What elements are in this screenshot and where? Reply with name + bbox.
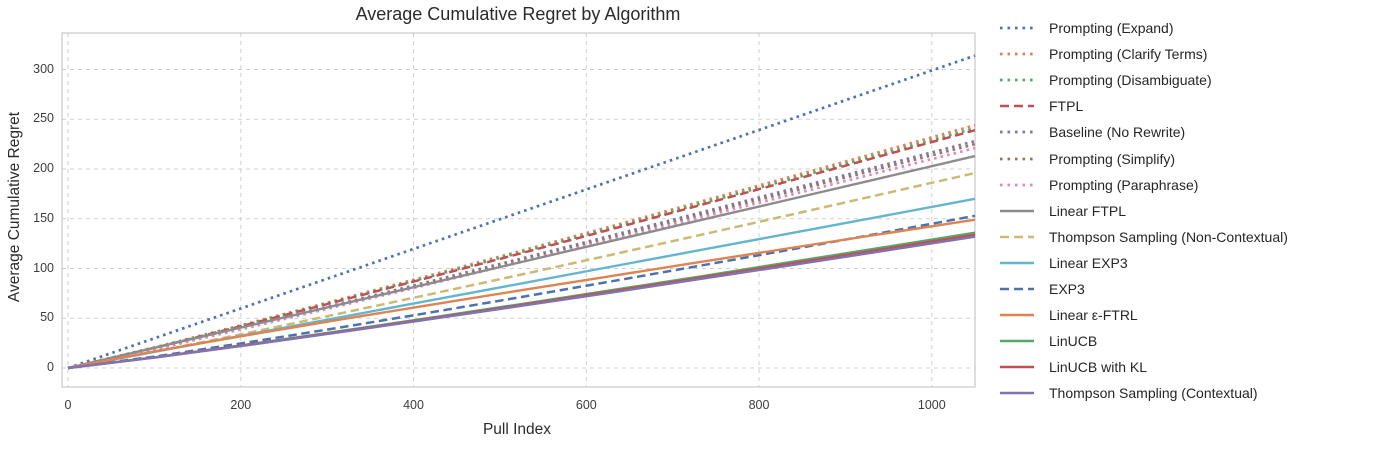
legend-label: Linear ε-FTRL: [1049, 307, 1138, 324]
legend-item-prompting-simplify: Prompting (Simplify): [999, 145, 1288, 171]
axes-spines: [61, 32, 976, 388]
legend-item-linucb-with-kl: LinUCB with KL: [999, 354, 1288, 380]
x-tick-label: 600: [575, 398, 597, 412]
legend-line-swatch: [1000, 105, 1034, 108]
y-tick-label: 50: [40, 310, 54, 325]
legend-label: Prompting (Clarify Terms): [1049, 46, 1208, 63]
x-tick-label: 0: [64, 398, 72, 412]
legend-label: FTPL: [1049, 98, 1084, 115]
legend-label: Linear EXP3: [1049, 254, 1128, 271]
legend-line-swatch: [1000, 313, 1034, 317]
legend-item-prompting-clarify-terms: Prompting (Clarify Terms): [999, 41, 1288, 67]
y-tick-label: 150: [33, 210, 54, 225]
series-line-thompson-sampling-non-contextual: [67, 171, 976, 370]
x-tick-label: 1000: [917, 398, 946, 412]
legend-label: Linear FTPL: [1049, 202, 1127, 219]
legend-line-swatch: [1000, 183, 1034, 186]
series-line-ftpl: [67, 128, 976, 370]
legend-label: Prompting (Expand): [1049, 20, 1174, 37]
legend-line-swatch: [1000, 157, 1034, 160]
legend-line-swatch: [1000, 209, 1034, 212]
legend-label: Prompting (Simplify): [1049, 150, 1176, 167]
legend-label: Prompting (Paraphrase): [1049, 176, 1199, 193]
legend-line-swatch: [1000, 235, 1034, 239]
series-line-prompting-paraphrase: [67, 146, 976, 370]
legend-item-exp3: EXP3: [999, 276, 1288, 302]
legend-line-swatch: [1000, 26, 1034, 30]
x-tick-label: 800: [748, 398, 770, 412]
legend-line-swatch: [1000, 392, 1034, 395]
y-tick-label: 200: [33, 161, 54, 175]
legend-label: LinUCB: [1049, 333, 1098, 350]
series-line-prompting-expand: [67, 54, 976, 370]
x-axis-label: Pull Index: [482, 421, 552, 438]
x-tick-label: 400: [403, 398, 424, 412]
legend-item-linear-ftpl: Linear FTPL: [999, 198, 1288, 224]
legend-line-swatch: [1000, 52, 1034, 56]
legend-item-linucb: LinUCB: [999, 328, 1288, 354]
legend-line-swatch: [1000, 339, 1034, 343]
legend-item-baseline-no-rewrite: Baseline (No Rewrite): [999, 119, 1288, 145]
series-line-linear-ftpl: [67, 154, 976, 370]
legend-label: Baseline (No Rewrite): [1049, 124, 1186, 141]
legend-item-linear-exp3: Linear EXP3: [999, 250, 1288, 276]
series-line-thompson-sampling-contextual: [67, 235, 976, 370]
y-tick-label: 100: [33, 260, 54, 275]
legend-line-swatch: [1000, 287, 1034, 291]
series-line-exp3: [67, 214, 976, 370]
series-line-prompting-disambiguate: [67, 126, 976, 370]
legend-line-swatch: [1000, 78, 1034, 82]
legend-item-ftpl: FTPL: [999, 93, 1288, 119]
legend-label: Thompson Sampling (Contextual): [1049, 385, 1258, 402]
legend-item-linear-epsilon-ftrl: Linear ε-FTRL: [999, 302, 1288, 328]
legend-label: LinUCB with KL: [1049, 359, 1148, 376]
legend-line-swatch: [1000, 131, 1034, 134]
legend: Prompting (Expand) Prompting (Clarify Ter…: [999, 15, 1288, 406]
legend-item-prompting-disambiguate: Prompting (Disambiguate): [999, 67, 1288, 93]
legend-item-prompting-paraphrase: Prompting (Paraphrase): [999, 172, 1288, 198]
legend-item-thompson-sampling-non-contextual: Thompson Sampling (Non-Contextual): [999, 224, 1288, 250]
x-tick-label: 200: [230, 398, 252, 412]
legend-label: Thompson Sampling (Non-Contextual): [1049, 228, 1288, 245]
legend-label: Prompting (Disambiguate): [1049, 72, 1212, 89]
legend-item-thompson-sampling-contextual: Thompson Sampling (Contextual): [999, 380, 1288, 406]
legend-label: EXP3: [1049, 280, 1085, 297]
legend-line-swatch: [1000, 261, 1034, 265]
legend-item-prompting-expand: Prompting (Expand): [999, 15, 1288, 41]
chart-title: Average Cumulative Regret by Algorithm: [355, 4, 681, 24]
y-tick-label: 0: [47, 360, 54, 374]
series-line-linucb: [67, 231, 976, 370]
series-line-linear-epsilon-ftrl: [67, 218, 976, 370]
series-line-prompting-clarify-terms: [67, 123, 976, 370]
y-tick-label: 300: [33, 61, 54, 76]
y-tick-label: 250: [33, 111, 54, 126]
legend-line-swatch: [1000, 366, 1034, 369]
